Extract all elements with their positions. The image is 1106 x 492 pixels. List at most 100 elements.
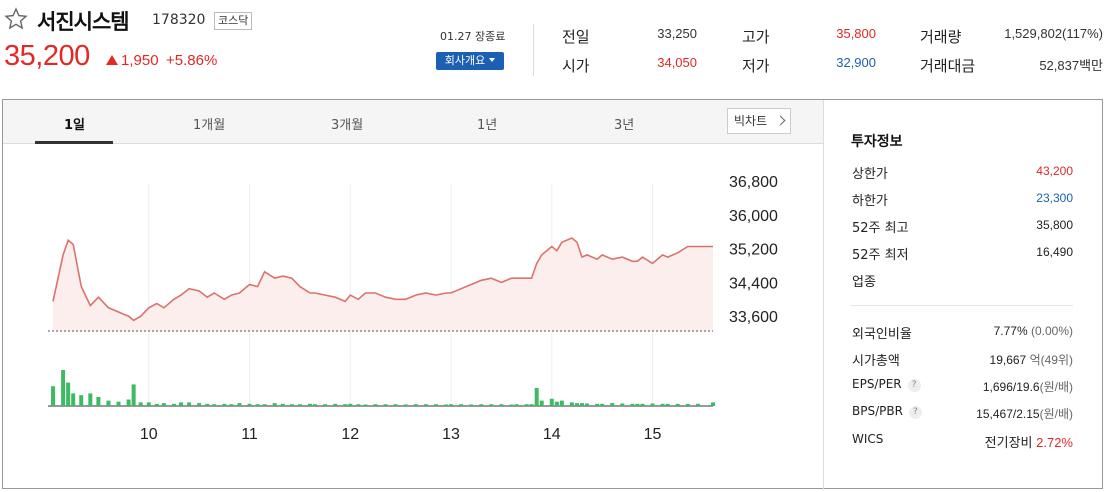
eps-per-label: EPS/PER? bbox=[852, 377, 921, 392]
bigchart-button[interactable]: 빅차트 bbox=[727, 108, 791, 134]
volume-bar bbox=[393, 404, 398, 406]
volume-bar bbox=[539, 400, 544, 406]
upper-limit-label: 상한가 bbox=[852, 167, 888, 182]
period-tabs: 1일 1개월 3개월 1년 3년 빅차트 bbox=[3, 100, 823, 144]
volume-bar bbox=[96, 397, 101, 406]
volume-bar bbox=[635, 403, 640, 406]
wics-change: 2.72% bbox=[1036, 435, 1073, 450]
market-status: 01.27 장종료 bbox=[440, 30, 506, 43]
foreign-ratio-value: 7.77% (0.00%) bbox=[994, 324, 1073, 338]
volume-bar bbox=[640, 403, 645, 406]
current-price: 35,200 bbox=[4, 40, 90, 72]
volume-bar bbox=[665, 403, 670, 406]
stock-name: 서진시스템 bbox=[37, 10, 130, 34]
y-tick-label: 36,000 bbox=[729, 208, 778, 225]
volume-bar bbox=[272, 403, 277, 406]
volume-bar bbox=[116, 401, 121, 406]
price-change-pct: +5.86% bbox=[166, 52, 218, 69]
y-tick-label: 36,800 bbox=[729, 174, 778, 191]
upper-limit-value: 43,200 bbox=[1036, 164, 1073, 178]
volume-bar bbox=[179, 402, 183, 406]
volume-bar bbox=[229, 404, 234, 406]
low-value: 32,900 bbox=[836, 55, 876, 70]
high-label: 고가 bbox=[742, 28, 770, 46]
bps-pbr-text: BPS/PBR bbox=[852, 404, 903, 418]
volume-bar bbox=[443, 404, 448, 406]
volume-bar bbox=[106, 400, 111, 406]
help-icon[interactable]: ? bbox=[907, 379, 921, 392]
volume-bar bbox=[289, 404, 294, 406]
y-tick-label: 33,600 bbox=[729, 309, 778, 326]
volume-bar bbox=[549, 398, 554, 406]
volume-bar bbox=[630, 403, 635, 406]
volume-bar bbox=[489, 404, 494, 406]
wics-value[interactable]: 전기장비 2.72% bbox=[985, 432, 1073, 451]
volume-bar bbox=[262, 404, 267, 406]
volume-bar bbox=[595, 403, 600, 406]
volume-bar bbox=[695, 403, 700, 406]
y-tick-label: 34,400 bbox=[729, 275, 778, 292]
volume-bar bbox=[685, 403, 690, 406]
foreign-ratio-main: 7.77% bbox=[993, 324, 1028, 338]
tab-3year[interactable]: 3년 bbox=[614, 118, 635, 133]
tab-1year[interactable]: 1년 bbox=[477, 118, 498, 133]
bps-pbr-unit: (원/배) bbox=[1039, 407, 1073, 421]
market-cap-value: 19,667 억(49위) bbox=[990, 351, 1073, 368]
bigchart-label: 빅차트 bbox=[734, 114, 768, 128]
volume-bar bbox=[280, 403, 285, 406]
x-tick-label: 13 bbox=[442, 426, 460, 443]
volume-bar bbox=[222, 403, 227, 406]
volume-bar bbox=[51, 386, 56, 406]
company-overview-button[interactable]: 회사개요 bbox=[436, 52, 504, 70]
volume-bar bbox=[509, 404, 514, 406]
volume-bar bbox=[610, 403, 615, 406]
favorite-star-icon[interactable] bbox=[4, 7, 28, 31]
volume-bar bbox=[514, 404, 519, 406]
tab-1month[interactable]: 1개월 bbox=[193, 118, 226, 133]
low-label: 저가 bbox=[742, 57, 770, 75]
volume-bar bbox=[187, 402, 192, 406]
volume-bar bbox=[255, 404, 260, 406]
eps-per-main: 1,696/19.6 bbox=[982, 380, 1040, 394]
volume-bar bbox=[333, 403, 338, 406]
divider bbox=[823, 100, 824, 490]
volume-bar bbox=[413, 404, 418, 406]
volume-bar bbox=[675, 403, 680, 406]
chevron-right-icon bbox=[775, 115, 786, 126]
volume-bar bbox=[620, 403, 625, 406]
volume-bar bbox=[373, 404, 378, 406]
amount-label: 거래대금 bbox=[920, 57, 976, 75]
volume-bar bbox=[307, 403, 312, 406]
volume-bar bbox=[126, 399, 131, 406]
market-cap-main: 19,667 bbox=[989, 353, 1027, 367]
volume-bar bbox=[383, 404, 388, 406]
market-cap-unit: 억(49위) bbox=[1029, 353, 1073, 367]
volume-bar bbox=[529, 404, 534, 406]
volume-bar bbox=[197, 403, 202, 406]
help-icon[interactable]: ? bbox=[908, 406, 922, 419]
chart-panel: 1일 1개월 3개월 1년 3년 빅차트 36,800 36,000 35,200 3… bbox=[2, 99, 1103, 490]
volume-bar bbox=[585, 403, 590, 406]
price-area-fill bbox=[53, 238, 713, 331]
volume-bar bbox=[71, 393, 76, 406]
volume-bar bbox=[403, 404, 408, 406]
volume-bar bbox=[433, 404, 438, 406]
volume-bar bbox=[297, 404, 302, 406]
volume-bar bbox=[131, 384, 136, 406]
bps-pbr-value: 15,467/2.15(원/배) bbox=[976, 405, 1073, 422]
tab-3month[interactable]: 3개월 bbox=[331, 118, 364, 133]
volume-bar bbox=[61, 370, 66, 406]
open-value: 34,050 bbox=[657, 55, 697, 70]
volume-bar bbox=[323, 404, 328, 406]
tab-1day[interactable]: 1일 bbox=[64, 118, 86, 133]
volume-bar bbox=[363, 404, 368, 406]
active-tab-indicator bbox=[35, 141, 113, 144]
low52-value: 16,490 bbox=[1036, 245, 1073, 259]
volume-bar bbox=[356, 404, 361, 406]
volume-bar bbox=[569, 402, 574, 406]
market-badge: 코스닥 bbox=[214, 12, 253, 30]
volume-bar bbox=[171, 403, 176, 406]
price-chart: 36,800 36,000 35,200 34,400 33,600 10 11 12 13 14… bbox=[48, 174, 778, 443]
volume-bar bbox=[650, 403, 655, 406]
volume-bar bbox=[524, 404, 529, 406]
